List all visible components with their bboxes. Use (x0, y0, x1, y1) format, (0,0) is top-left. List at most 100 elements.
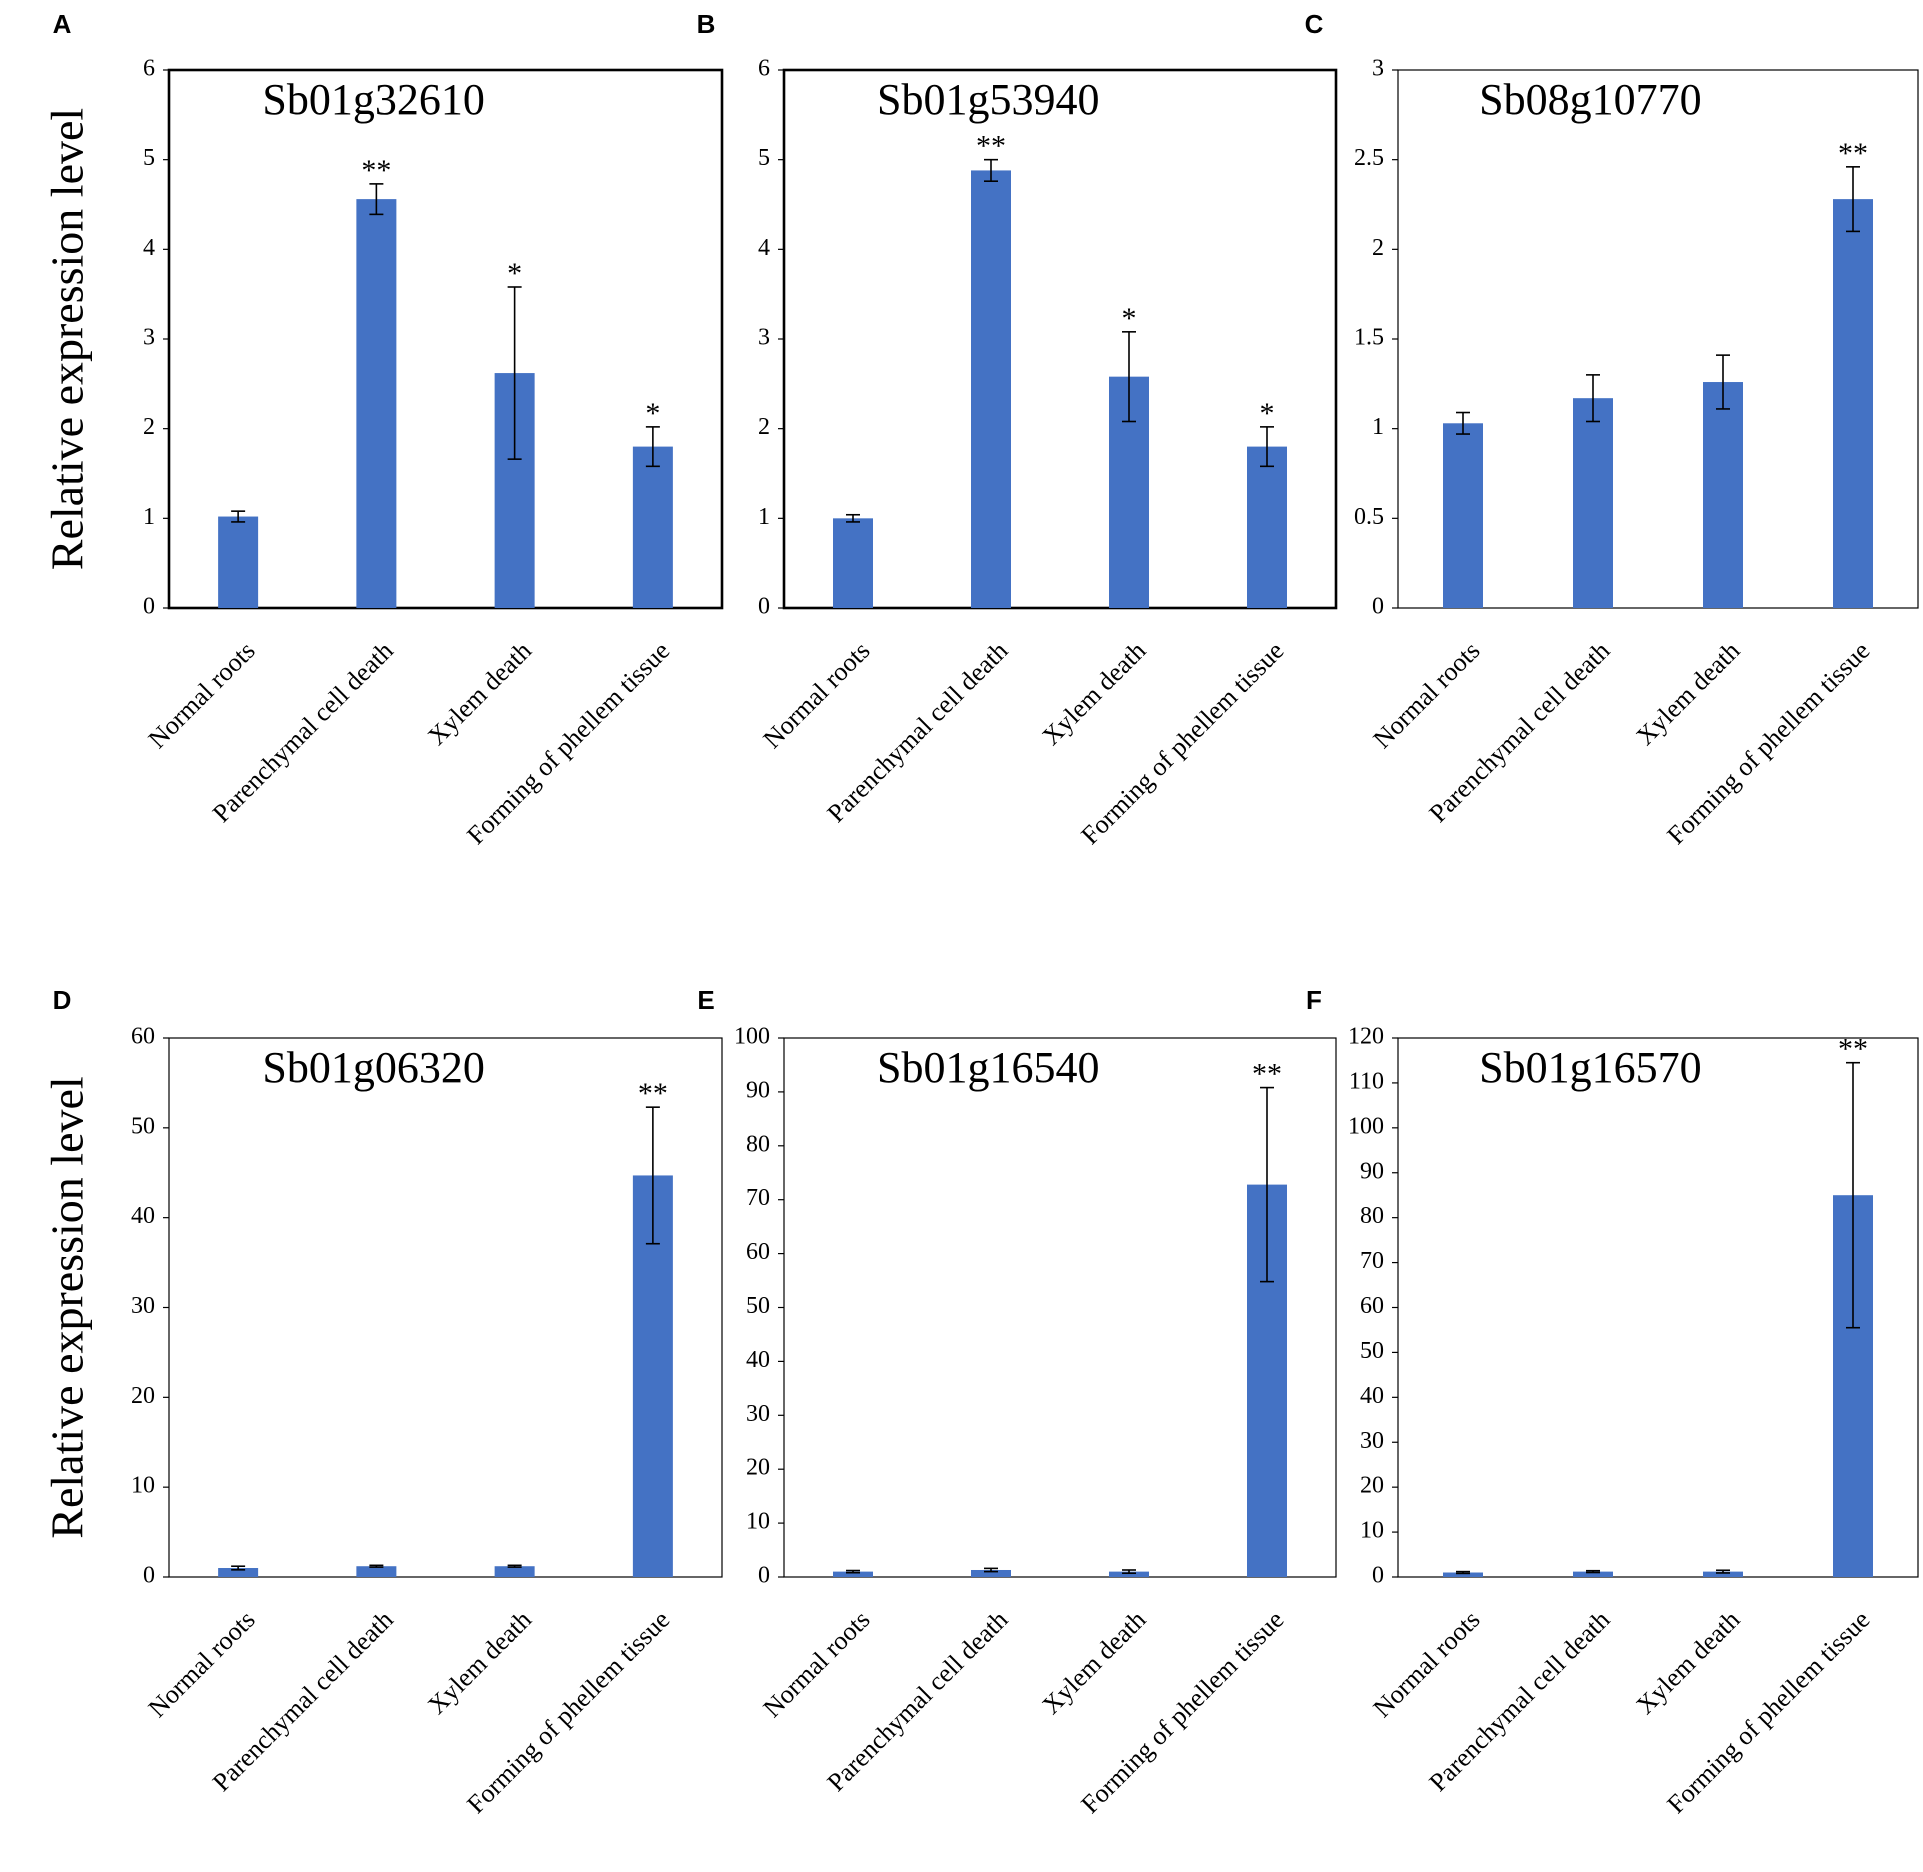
y-tick-label: 20 (131, 1383, 155, 1409)
y-tick-label: 6 (143, 56, 155, 82)
y-tick-label: 30 (746, 1401, 770, 1427)
bar-1 (833, 518, 873, 608)
category-label: Xylem death (1631, 1605, 1746, 1720)
y-tick-label: 20 (746, 1455, 770, 1481)
y-tick-label: 100 (1348, 1113, 1384, 1139)
bar-1 (1443, 423, 1483, 608)
y-tick-label: 70 (1360, 1248, 1384, 1274)
bar-3 (494, 1566, 535, 1577)
bar-3 (1703, 1571, 1743, 1577)
y-tick-label: 2 (143, 414, 155, 440)
y-tick-label: 10 (131, 1473, 155, 1499)
y-tick-label: 1.5 (1354, 325, 1384, 351)
y-tick-label: 10 (746, 1509, 770, 1535)
panel-letter: F (1306, 985, 1322, 1015)
bar-3 (1703, 382, 1743, 608)
bar-2 (1573, 398, 1613, 608)
panel-letter: A (53, 9, 72, 39)
y-tick-label: 90 (1360, 1158, 1384, 1184)
panel-f: F 0 10 20 30 40 50 60 70 80 90 100 110 120 Sb01g16570 N… (1306, 985, 1919, 1819)
y-tick-label: 4 (758, 235, 770, 261)
y-tick-label: 5 (758, 145, 770, 171)
bar-1 (833, 1571, 873, 1577)
y-tick-label: 110 (1349, 1068, 1384, 1094)
significance-marker: * (507, 257, 522, 290)
y-tick-label: 60 (1360, 1293, 1384, 1319)
chart-title: Sb01g32610 (262, 75, 484, 124)
y-tick-label: 30 (131, 1293, 155, 1319)
y-axis-label: Relative expression level (42, 108, 93, 570)
panel-d: D Relative expression level 0 10 20 30 40 50 60 S… (42, 985, 723, 1819)
y-tick-label: 2.5 (1354, 145, 1384, 171)
y-tick-label: 0 (758, 1563, 770, 1589)
y-tick-label: 0 (143, 594, 155, 620)
chart-title: Sb08g10770 (1479, 75, 1701, 124)
category-label: Normal roots (143, 636, 261, 754)
chart-title: Sb01g16540 (877, 1043, 1099, 1092)
y-tick-label: 120 (1348, 1024, 1384, 1050)
significance-marker: ** (1838, 1033, 1868, 1066)
y-tick-label: 90 (746, 1077, 770, 1103)
y-tick-label: 10 (1360, 1518, 1384, 1544)
y-tick-label: 3 (143, 325, 155, 351)
y-tick-label: 70 (746, 1185, 770, 1211)
bar-1 (218, 516, 259, 608)
y-tick-label: 50 (746, 1293, 770, 1319)
y-tick-label: 3 (1372, 56, 1384, 82)
y-tick-label: 50 (1360, 1338, 1384, 1364)
category-label: Xylem death (1037, 1605, 1152, 1720)
panel-letter: D (53, 985, 72, 1015)
category-label: Xylem death (422, 636, 537, 751)
y-tick-label: 1 (143, 504, 155, 530)
y-tick-label: 4 (143, 235, 155, 261)
category-label: Normal roots (757, 636, 875, 754)
y-tick-label: 50 (131, 1113, 155, 1139)
bar-1 (218, 1568, 259, 1577)
y-tick-label: 60 (131, 1024, 155, 1050)
panel-letter: E (697, 985, 714, 1015)
significance-marker: ** (1838, 137, 1868, 170)
category-label: Xylem death (422, 1605, 537, 1720)
y-tick-label: 6 (758, 56, 770, 82)
bar-2 (971, 1569, 1011, 1577)
panel-a: A Relative expression level 0 1 2 3 4 5 6 Sb01g32… (42, 9, 724, 850)
chart-title: Sb01g16570 (1479, 1043, 1701, 1092)
bar-4 (1833, 199, 1873, 608)
panel-letter: B (697, 9, 716, 39)
y-tick-label: 0 (758, 594, 770, 620)
y-tick-label: 0 (1372, 594, 1384, 620)
bar-2 (356, 199, 397, 608)
y-axis-label: Relative expression level (42, 1076, 93, 1538)
y-tick-label: 100 (734, 1024, 770, 1050)
bar-2 (356, 1566, 397, 1577)
y-tick-label: 20 (1360, 1473, 1384, 1499)
y-tick-label: 2 (1372, 235, 1384, 261)
significance-marker: ** (638, 1077, 668, 1110)
significance-marker: ** (361, 154, 391, 187)
panel-e: E 0 10 20 30 40 50 60 70 80 90 100 Sb01g16540 Normal … (697, 985, 1337, 1819)
y-tick-label: 1 (1372, 414, 1384, 440)
y-tick-label: 40 (1360, 1383, 1384, 1409)
y-tick-label: 30 (1360, 1428, 1384, 1454)
y-tick-label: 5 (143, 145, 155, 171)
significance-marker: * (1122, 302, 1137, 335)
significance-marker: ** (976, 130, 1006, 163)
y-tick-label: 2 (758, 414, 770, 440)
significance-marker: ** (1252, 1058, 1282, 1091)
y-tick-label: 60 (746, 1239, 770, 1265)
significance-marker: * (1260, 397, 1275, 430)
y-tick-label: 80 (746, 1131, 770, 1157)
panel-letter: C (1305, 9, 1324, 39)
significance-marker: * (645, 397, 660, 430)
bar-2 (1573, 1571, 1613, 1577)
category-label: Normal roots (757, 1605, 875, 1723)
bar-4 (1247, 446, 1287, 608)
y-tick-label: 1 (758, 504, 770, 530)
y-tick-label: 0 (1372, 1563, 1384, 1589)
bar-3 (1109, 1571, 1149, 1577)
bar-2 (971, 170, 1011, 608)
category-label: Normal roots (1367, 636, 1485, 754)
